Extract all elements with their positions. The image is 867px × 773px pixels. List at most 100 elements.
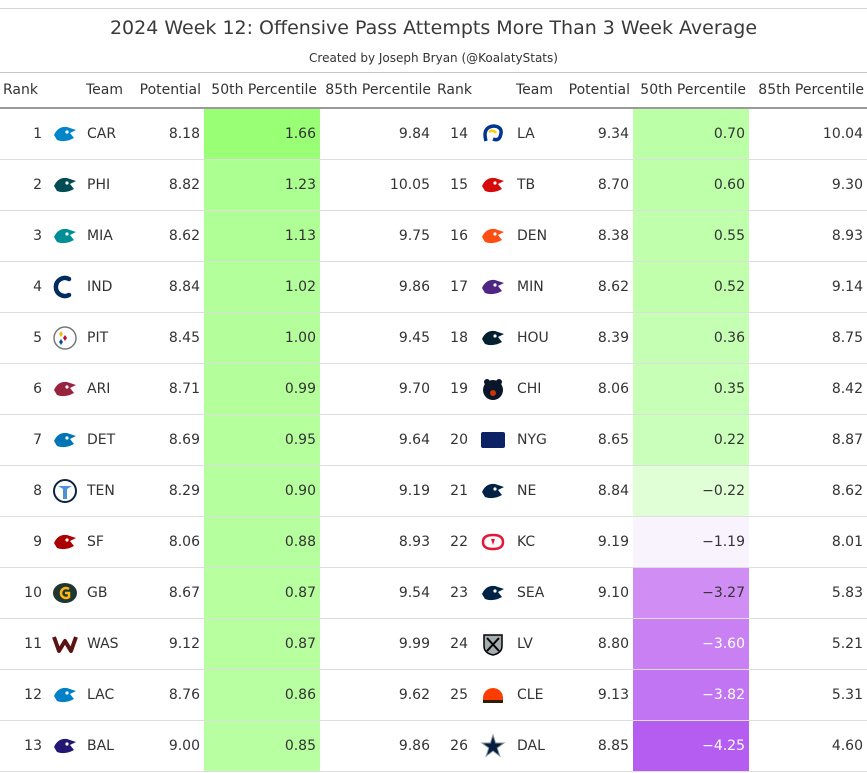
- giants-logo-icon: [480, 432, 505, 448]
- table-row: 8 TEN 8.29 0.90 9.19 21 NE 8.84 −0.22 8.62: [0, 465, 867, 517]
- rank-cell: 16: [434, 210, 472, 262]
- team-cell: MIN: [513, 261, 563, 313]
- potential-cell: 9.00: [134, 720, 204, 772]
- p85-cell: 5.21: [749, 618, 867, 670]
- team-cell: BAL: [83, 720, 134, 772]
- commanders-logo-icon: [51, 636, 78, 653]
- lions-logo-icon: [53, 432, 76, 448]
- panthers-logo-icon: [53, 126, 76, 142]
- p50-cell: 1.23: [204, 159, 320, 211]
- logo-cell: [46, 720, 83, 772]
- team-cell: LV: [513, 618, 563, 670]
- rank-cell: 15: [434, 159, 472, 211]
- rank-cell: 1: [0, 108, 46, 160]
- p50-cell: 0.90: [204, 465, 320, 517]
- potential-cell: 8.84: [563, 465, 633, 517]
- rank-cell: 19: [434, 363, 472, 415]
- raiders-logo-icon: [482, 634, 503, 656]
- logo-cell: [472, 210, 513, 262]
- team-cell: MIA: [83, 210, 134, 262]
- p50-cell: 0.70: [633, 108, 749, 160]
- p85-cell: 10.04: [749, 108, 867, 160]
- cardinals-logo-icon: [53, 381, 76, 397]
- logo-cell: [46, 465, 83, 517]
- p50-cell: 0.95: [204, 414, 320, 466]
- team-cell: DAL: [513, 720, 563, 772]
- p50-cell: 0.55: [633, 210, 749, 262]
- p85-cell: 9.86: [320, 720, 434, 772]
- p85-cell: 9.45: [320, 312, 434, 364]
- logo-cell: [46, 618, 83, 670]
- rank-cell: 23: [434, 567, 472, 619]
- p85-cell: 9.70: [320, 363, 434, 415]
- p50-cell: 0.36: [633, 312, 749, 364]
- header-potential: Potential: [563, 72, 633, 109]
- potential-cell: 8.70: [563, 159, 633, 211]
- table-row: 4 IND 8.84 1.02 9.86 17 MIN 8.62 0.52 9.14: [0, 261, 867, 313]
- team-cell: NE: [513, 465, 563, 517]
- potential-cell: 8.65: [563, 414, 633, 466]
- logo-cell: [46, 363, 83, 415]
- p85-cell: 8.42: [749, 363, 867, 415]
- p50-cell: −1.19: [633, 516, 749, 568]
- potential-cell: 8.06: [134, 516, 204, 568]
- p50-cell: −3.60: [633, 618, 749, 670]
- vikings-logo-icon: [481, 279, 504, 295]
- potential-cell: 8.62: [134, 210, 204, 262]
- team-cell: DEN: [513, 210, 563, 262]
- top-rule: [0, 8, 867, 9]
- logo-cell: [472, 465, 513, 517]
- p85-cell: 8.87: [749, 414, 867, 466]
- rank-cell: 22: [434, 516, 472, 568]
- logo-cell: [472, 618, 513, 670]
- p50-cell: −0.22: [633, 465, 749, 517]
- team-cell: ARI: [83, 363, 134, 415]
- potential-cell: 9.34: [563, 108, 633, 160]
- table-row: 12 LAC 8.76 0.86 9.62 25 CLE 9.13 −3.82 5.31: [0, 669, 867, 721]
- bears-logo-icon: [482, 379, 503, 400]
- table-row: 6 ARI 8.71 0.99 9.70 19 CHI 8.06 0.35 8.42: [0, 363, 867, 415]
- team-cell: CAR: [83, 108, 134, 160]
- table-body: 1 CAR 8.18 1.66 9.84 14 LA 9.34 0.70 10.04 2 PHI 8.8…: [0, 108, 867, 772]
- logo-cell: [46, 159, 83, 211]
- table-row: 11 WAS 9.12 0.87 9.99 24 LV 8.80 −3.60 5.21: [0, 618, 867, 670]
- team-cell: KC: [513, 516, 563, 568]
- patriots-logo-icon: [481, 483, 504, 499]
- potential-cell: 8.85: [563, 720, 633, 772]
- table-row: 2 PHI 8.82 1.23 10.05 15 TB 8.70 0.60 9.30: [0, 159, 867, 211]
- p85-cell: 4.60: [749, 720, 867, 772]
- team-cell: HOU: [513, 312, 563, 364]
- potential-cell: 8.82: [134, 159, 204, 211]
- logo-cell: [472, 516, 513, 568]
- packers-logo-icon: [52, 583, 77, 603]
- logo-cell: [46, 210, 83, 262]
- p85-cell: 9.54: [320, 567, 434, 619]
- potential-cell: 8.71: [134, 363, 204, 415]
- team-cell: WAS: [83, 618, 134, 670]
- p50-cell: 0.87: [204, 567, 320, 619]
- p50-cell: 0.52: [633, 261, 749, 313]
- chiefs-logo-icon: [481, 533, 504, 551]
- colts-logo-icon: [53, 275, 71, 299]
- header-50th-percentile: 50th Percentile: [204, 72, 320, 109]
- team-cell: CHI: [513, 363, 563, 415]
- p50-cell: 0.86: [204, 669, 320, 721]
- team-cell: IND: [83, 261, 134, 313]
- rank-cell: 12: [0, 669, 46, 721]
- potential-cell: 9.13: [563, 669, 633, 721]
- p85-cell: 9.75: [320, 210, 434, 262]
- rank-cell: 8: [0, 465, 46, 517]
- p85-cell: 8.75: [749, 312, 867, 364]
- p85-cell: 9.19: [320, 465, 434, 517]
- potential-cell: 8.18: [134, 108, 204, 160]
- p85-cell: 9.14: [749, 261, 867, 313]
- p50-cell: 0.99: [204, 363, 320, 415]
- p85-cell: 9.84: [320, 108, 434, 160]
- logo-cell: [46, 312, 83, 364]
- p85-cell: 8.62: [749, 465, 867, 517]
- p50-cell: 1.13: [204, 210, 320, 262]
- potential-cell: 8.29: [134, 465, 204, 517]
- team-cell: LAC: [83, 669, 134, 721]
- rank-cell: 5: [0, 312, 46, 364]
